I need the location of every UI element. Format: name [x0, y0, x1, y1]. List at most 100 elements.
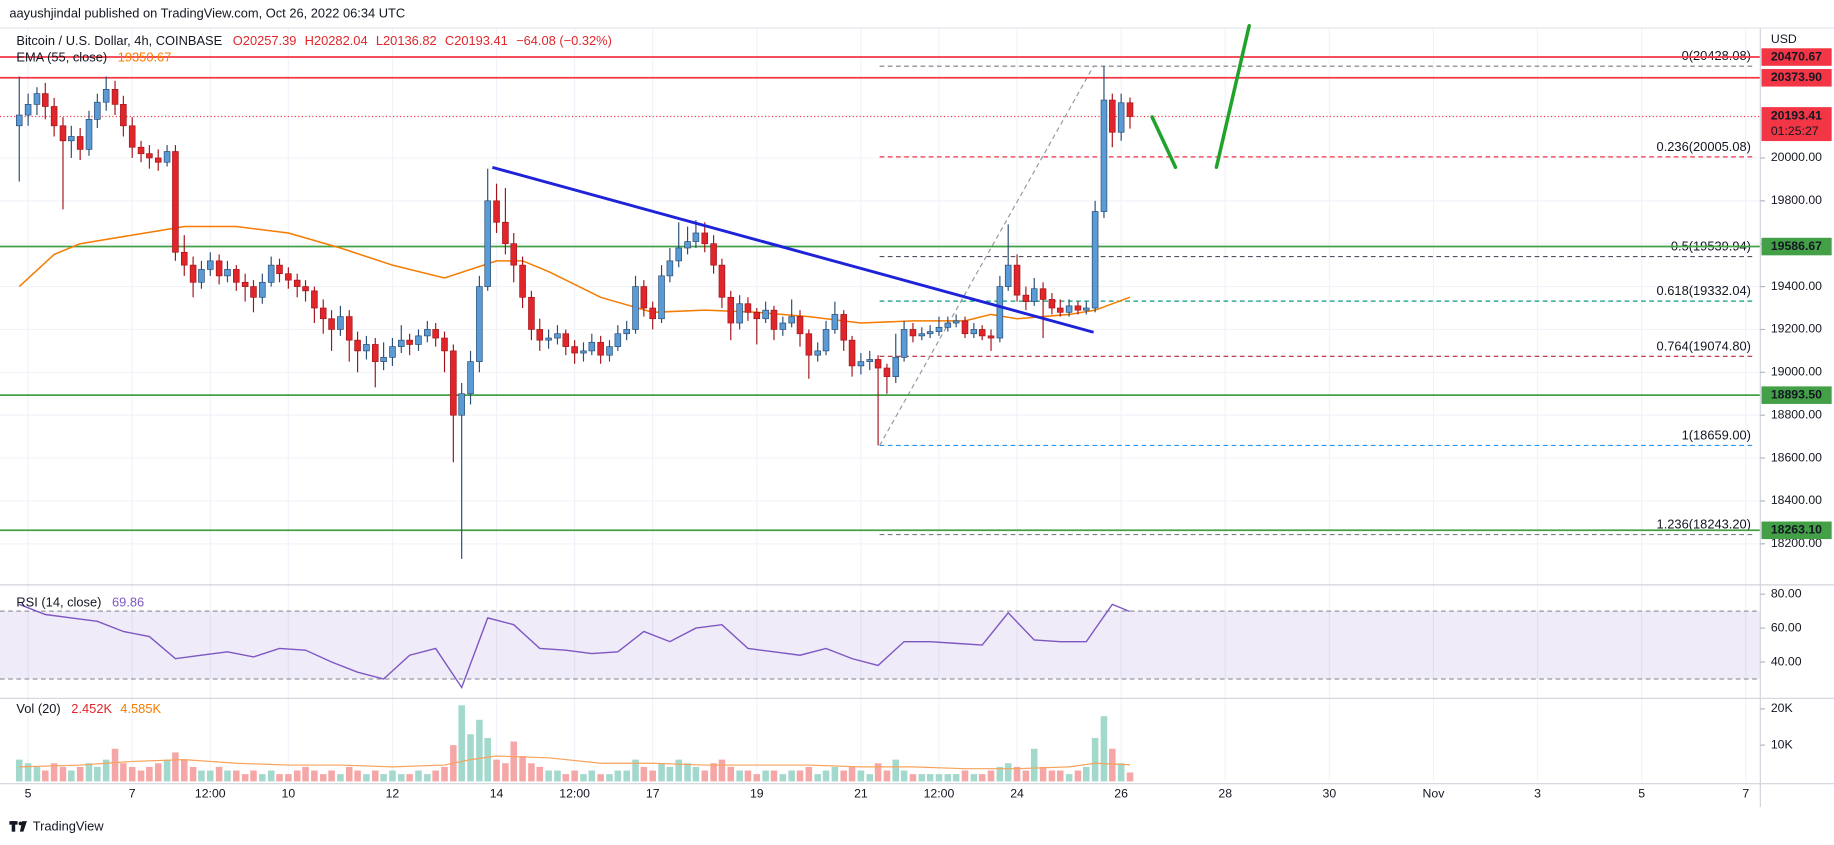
chart-title: Bitcoin / U.S. Dollar, 4h, COINBASE [16, 34, 222, 49]
volume-bar [389, 770, 396, 782]
volume-bar [293, 770, 301, 782]
volume-bar [588, 770, 596, 782]
volume-bar [597, 774, 604, 782]
volume-bar [128, 766, 136, 782]
volume-bar [692, 766, 700, 782]
volume-bar [857, 770, 865, 782]
volume-bar [1126, 772, 1134, 782]
volume-bar [24, 763, 32, 782]
volume-bar [137, 770, 145, 782]
candle-body [189, 264, 197, 283]
candle-body [840, 314, 847, 341]
candle-body [267, 264, 275, 283]
logo-part [11, 821, 16, 832]
candle-body [1056, 307, 1064, 313]
candle-body [363, 344, 370, 352]
rsi-name: RSI (14, close) [16, 595, 101, 610]
rsi-line [19, 603, 1130, 690]
candle-body [154, 157, 162, 163]
volume-bar [779, 774, 787, 782]
volume-bar [1022, 770, 1030, 782]
volume-bar [580, 774, 587, 782]
volume-bar [796, 770, 804, 782]
candle-body [233, 269, 240, 283]
ema-line [18, 225, 1131, 324]
volume-tick-label: 10K [1771, 737, 1794, 751]
volume-bar [398, 774, 405, 782]
volume-bar [805, 766, 813, 782]
candle-body [484, 200, 491, 287]
candle-body [519, 264, 526, 298]
ema-name: EMA (55, close) [16, 50, 107, 65]
volume-bar [354, 770, 361, 782]
quote-open: O20257.39 [233, 34, 297, 49]
candle-body [24, 104, 32, 116]
x-tick-label: 12 [386, 786, 400, 800]
volume-bar [102, 759, 110, 782]
candle-body [675, 247, 682, 262]
candle-body [33, 93, 41, 105]
volume-bar [788, 770, 795, 782]
volume-bar [675, 759, 682, 782]
candle-body [198, 269, 205, 283]
y-tick-label: 19800.00 [1771, 193, 1822, 207]
candle-body [857, 361, 865, 367]
candle-body [68, 136, 75, 142]
volume-bar [822, 770, 830, 782]
level-label-box [1761, 48, 1832, 66]
footer-logo [9, 821, 27, 832]
volume-bar [372, 770, 379, 782]
level-label-box [1761, 237, 1832, 256]
volume-bar [571, 770, 578, 782]
volume-value: 2.452K [71, 701, 112, 716]
candle-body [42, 93, 49, 107]
volume-bar [363, 774, 370, 782]
volume-bar [710, 763, 717, 782]
volume-bar [701, 770, 709, 782]
candle-body [935, 326, 943, 332]
volume-bar [267, 770, 275, 782]
ema-value: 19350.67 [118, 50, 172, 65]
candle-body [372, 344, 379, 362]
candle-body [961, 320, 969, 335]
rsi-tick-label: 40.00 [1771, 654, 1802, 668]
candle-body [571, 346, 578, 354]
volume-bar [415, 770, 422, 782]
x-tick-label: 14 [490, 786, 504, 800]
candle-body [172, 151, 179, 253]
volume-bar [328, 770, 335, 782]
volume-bar [1065, 774, 1073, 782]
candle-body [883, 367, 891, 377]
candle-body [1030, 288, 1038, 302]
volume-bar [814, 774, 821, 782]
candle-body [874, 359, 882, 369]
candle-body [1048, 299, 1056, 309]
publisher: aayushjindal published on TradingView.co… [9, 5, 405, 20]
x-tick-label: 12:00 [559, 786, 590, 800]
y-tick-label: 20000.00 [1771, 150, 1822, 164]
candle-body [987, 335, 995, 339]
candle-body [649, 307, 656, 320]
currency: USD [1771, 32, 1797, 46]
x-tick-label: 19 [750, 786, 764, 800]
level-label-box [1761, 69, 1832, 87]
volume-bar [163, 759, 171, 782]
volume-bar [198, 770, 205, 782]
candle-body [15, 114, 23, 127]
y-tick-label: 19200.00 [1771, 322, 1822, 336]
volume-bar [987, 770, 995, 782]
candle-body [606, 346, 613, 356]
candle-body [458, 393, 465, 416]
volume-legend: Vol (20) 2.452K 4.585K [16, 701, 161, 716]
candle-body [1126, 102, 1134, 117]
volume-bar [926, 774, 934, 782]
volume-bar [909, 774, 917, 782]
rsi-legend: RSI (14, close) 69.86 [16, 595, 144, 610]
candle-body [684, 241, 691, 249]
candle-body [1074, 305, 1082, 311]
candle-body [163, 151, 171, 163]
candle-body [250, 286, 257, 298]
candle-body [1091, 211, 1099, 309]
level-label: 19586.67 [1771, 239, 1822, 253]
